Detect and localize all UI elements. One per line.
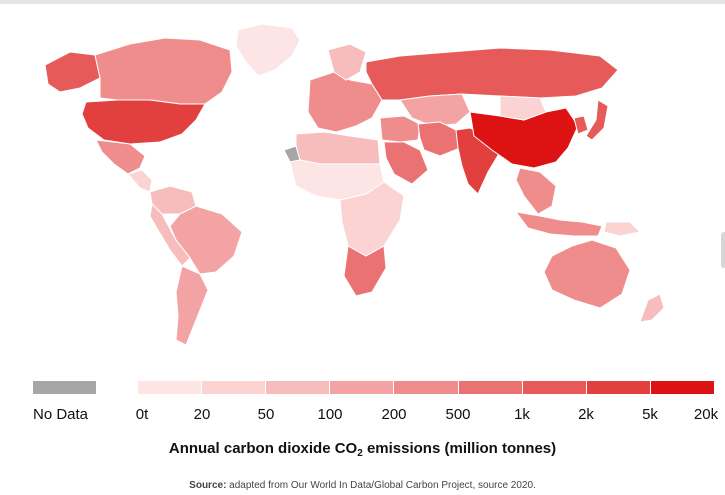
source-label: Source:: [189, 480, 227, 491]
legend-tick-5: 500: [445, 406, 471, 423]
region-greenland: [235, 23, 301, 77]
legend-title-subscript: 2: [357, 448, 363, 459]
region-indonesia: [514, 211, 603, 237]
world-map: [44, 23, 665, 346]
legend-title-text: Annual carbon dioxide CO: [168, 440, 358, 457]
legend-no-data-swatch: [33, 381, 96, 394]
region-russia: [365, 47, 619, 101]
region-kazakhstan-central-asia: [399, 93, 471, 127]
region-australia: [543, 239, 631, 309]
legend-tick-9: 20k: [693, 406, 719, 423]
region-japan: [585, 99, 609, 141]
legend-tick-7: 2k: [578, 406, 594, 423]
top-border: [0, 0, 725, 4]
legend-bin-8: [650, 381, 714, 394]
region-saudi-arabia: [383, 141, 429, 185]
legend-bin-0: [138, 381, 203, 394]
region-korea: [573, 115, 589, 135]
legend-title: Annual carbon dioxide CO2 emissions (mil…: [0, 440, 725, 459]
legend-title-unit: emissions (million tonnes): [362, 440, 557, 457]
legend-bin-1: [202, 381, 267, 394]
source-note: Source: adapted from Our World In Data/G…: [0, 480, 725, 491]
region-southeast-asia: [515, 167, 557, 215]
legend-tick-6: 1k: [514, 406, 530, 423]
page-edge-tab: [721, 232, 725, 268]
region-central-east-africa: [339, 181, 405, 257]
region-mongolia: [499, 95, 547, 121]
region-southern-africa: [343, 245, 387, 297]
legend-bin-4: [394, 381, 459, 394]
region-iran: [417, 121, 461, 157]
legend-bin-6: [522, 381, 587, 394]
region-canada: [94, 37, 233, 105]
legend-bin-5: [458, 381, 523, 394]
region-papua-new-guinea: [603, 221, 642, 237]
legend-tick-0: 0t: [135, 406, 149, 423]
legend-tick-8: 5k: [642, 406, 658, 423]
region-united-states: [81, 99, 206, 145]
legend-bin-3: [330, 381, 395, 394]
legend-bin-7: [586, 381, 651, 394]
region-alaska: [44, 51, 101, 93]
region-central-america: [127, 169, 153, 193]
region-scandinavia: [327, 43, 367, 81]
legend-tick-2: 50: [257, 406, 275, 423]
region-middle-east: [379, 115, 421, 143]
legend-bin-2: [266, 381, 331, 394]
region-new-zealand: [639, 293, 665, 323]
legend-no-data-label: No Data: [33, 406, 89, 423]
region-mexico: [95, 139, 146, 175]
region-argentina-chile: [175, 265, 209, 346]
legend-tick-4: 200: [381, 406, 407, 423]
source-text: adapted from Our World In Data/Global Ca…: [226, 480, 536, 491]
legend-color-scale: [138, 381, 714, 394]
region-north-africa: [295, 131, 381, 165]
legend-tick-3: 100: [317, 406, 343, 423]
legend-tick-1: 20: [193, 406, 211, 423]
